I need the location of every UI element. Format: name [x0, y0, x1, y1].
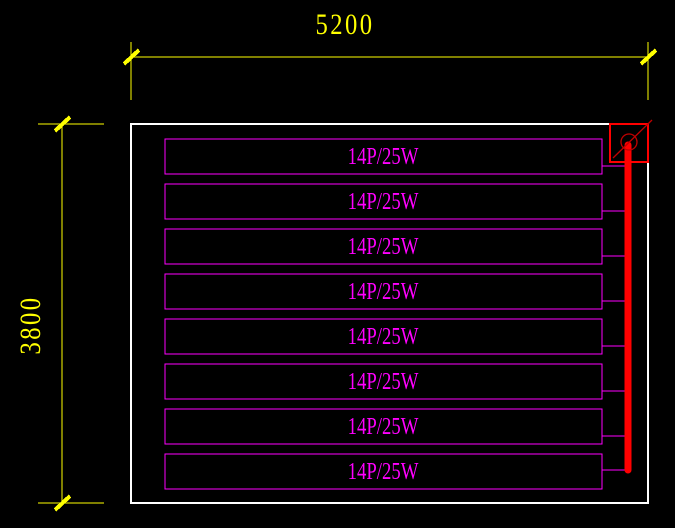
- dim-left-tick-top: [53, 115, 72, 133]
- panel-label: 14P/25W: [347, 324, 419, 350]
- panel-label: 14P/25W: [347, 234, 419, 260]
- panel-label: 14P/25W: [347, 279, 419, 305]
- panel-rect[interactable]: [164, 363, 603, 400]
- panel-rect[interactable]: [164, 408, 603, 445]
- dim-left-tick-bottom: [53, 494, 72, 512]
- panel-rect[interactable]: [164, 183, 603, 220]
- panel-rect[interactable]: [164, 273, 603, 310]
- diameter-symbol-slash: [612, 119, 653, 159]
- panel-label: 14P/25W: [347, 144, 419, 170]
- room-boundary-rect: [130, 123, 649, 504]
- riser-symbol-box[interactable]: [609, 123, 649, 163]
- dim-top-tick-right: [639, 48, 658, 66]
- panel-label: 14P/25W: [347, 369, 419, 395]
- panel-rect[interactable]: [164, 318, 603, 355]
- panel-label: 14P/25W: [347, 189, 419, 215]
- diameter-symbol-circle: [620, 133, 638, 151]
- panel-rect[interactable]: [164, 453, 603, 490]
- panel-label: 14P/25W: [347, 414, 419, 440]
- panel-rect[interactable]: [164, 138, 603, 175]
- dim-top-tick-left: [122, 48, 141, 66]
- panel-rect[interactable]: [164, 228, 603, 265]
- dimension-label-width: 5200: [315, 8, 375, 41]
- panel-label: 14P/25W: [347, 459, 419, 485]
